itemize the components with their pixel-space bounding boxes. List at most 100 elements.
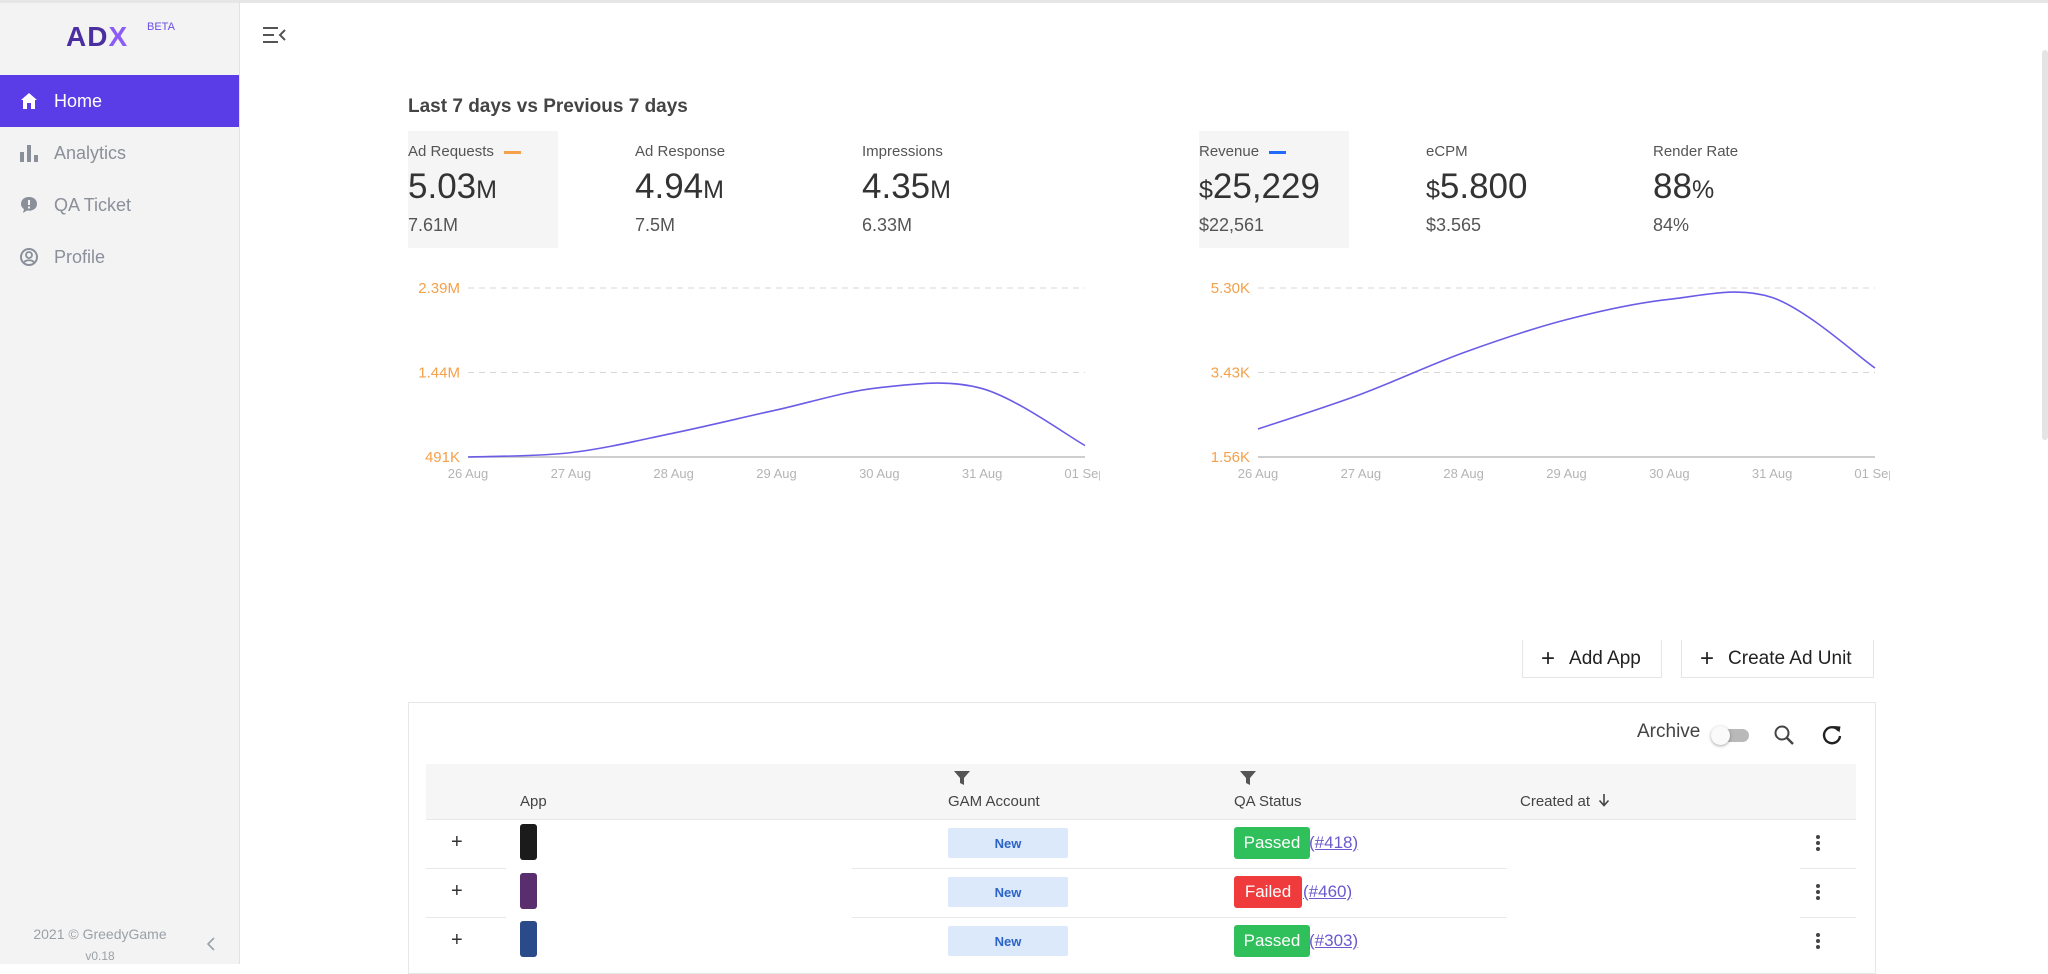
row-divider xyxy=(852,868,1507,869)
metric-value: 4.35M xyxy=(862,167,951,206)
metric-previous: 84% xyxy=(1653,215,1690,235)
chevron-left-icon[interactable] xyxy=(203,936,219,952)
metric-label: Revenue xyxy=(1199,143,1287,160)
row-divider xyxy=(1800,868,1856,869)
column-qa-status[interactable]: QA Status xyxy=(1234,793,1302,810)
copyright-text: 2021 © GreedyGame xyxy=(33,926,167,942)
more-options-icon[interactable] xyxy=(1812,882,1824,902)
metric-render-rate[interactable]: Render Rate 88% 84% xyxy=(1653,131,1803,248)
home-icon xyxy=(18,90,40,112)
sidebar-footer: 2021 © GreedyGame v0.18 xyxy=(0,923,200,967)
qa-status-badge: Passed xyxy=(1234,827,1310,859)
app-icon xyxy=(520,873,537,909)
y-tick-label: 2.39M xyxy=(418,280,460,297)
row-divider xyxy=(426,917,506,918)
x-tick-label: 28 Aug xyxy=(653,466,694,481)
metric-value: 4.94M xyxy=(635,167,724,206)
x-tick-label: 01 Sep xyxy=(1854,466,1890,481)
archive-label: Archive xyxy=(1637,721,1701,742)
filter-icon[interactable] xyxy=(1239,770,1257,786)
qa-status-badge: Failed xyxy=(1234,876,1302,908)
metric-ad-requests[interactable]: Ad Requests 5.03M 7.61M xyxy=(408,131,558,248)
y-tick-label: 491K xyxy=(425,449,460,466)
metric-value: 5.03M xyxy=(408,167,497,206)
sidebar-item-label: Home xyxy=(54,90,103,111)
sidebar-item-label: Profile xyxy=(54,246,106,267)
row-divider xyxy=(426,868,506,869)
metric-revenue[interactable]: Revenue $25,229 $22,561 xyxy=(1199,131,1349,248)
metric-value: $5.800 xyxy=(1426,167,1528,206)
table-header xyxy=(426,764,1856,819)
column-gam-account[interactable]: GAM Account xyxy=(948,793,1040,810)
metric-value: $25,229 xyxy=(1199,167,1320,206)
metric-previous: $22,561 xyxy=(1199,215,1265,235)
x-tick-label: 29 Aug xyxy=(1546,466,1587,481)
sidebar: ADX BETA Home Analytics QA Ticket Profil… xyxy=(0,3,240,964)
refresh-icon[interactable] xyxy=(1820,723,1844,747)
sidebar-item-label: QA Ticket xyxy=(54,194,132,215)
x-tick-label: 27 Aug xyxy=(1341,466,1382,481)
qa-ticket-link[interactable]: (#460) xyxy=(1303,882,1353,901)
x-tick-label: 31 Aug xyxy=(1752,466,1793,481)
y-tick-label: 1.44M xyxy=(418,365,460,382)
create-ad-unit-label: Create Ad Unit xyxy=(1728,647,1852,669)
legend-swatch xyxy=(1269,150,1287,154)
metric-previous: 7.5M xyxy=(635,215,676,235)
logo: ADX xyxy=(66,21,129,52)
x-tick-label: 27 Aug xyxy=(551,466,592,481)
bar-chart-icon xyxy=(18,142,40,164)
expand-row-button[interactable]: + xyxy=(451,831,463,853)
plus-icon: + xyxy=(1541,644,1556,672)
plus-icon: + xyxy=(1700,644,1715,672)
apps-table-card xyxy=(408,702,1876,974)
gam-account-badge: New xyxy=(948,828,1068,858)
create-ad-unit-button[interactable]: + Create Ad Unit xyxy=(1681,640,1874,678)
top-border xyxy=(0,0,2048,3)
alert-bubble-icon xyxy=(18,194,40,216)
metric-label: eCPM xyxy=(1426,143,1468,160)
page-scrollbar[interactable] xyxy=(2042,50,2048,440)
menu-collapse-icon[interactable] xyxy=(262,24,286,46)
metric-previous: 7.61M xyxy=(408,215,459,235)
ad-requests-chart: 491K 1.44M 2.39M 26 Aug 27 Aug 28 Aug 29 Aug 30… xyxy=(418,280,1100,481)
x-tick-label: 28 Aug xyxy=(1443,466,1484,481)
comparison-title: Last 7 days vs Previous 7 days xyxy=(408,96,688,117)
x-tick-label: 30 Aug xyxy=(1649,466,1690,481)
sidebar-item-qa-ticket[interactable]: QA Ticket xyxy=(0,179,239,231)
x-tick-label: 29 Aug xyxy=(756,466,797,481)
more-options-icon[interactable] xyxy=(1812,931,1824,951)
metric-impressions[interactable]: Impressions 4.35M 6.33M xyxy=(862,131,1012,248)
revenue-chart: 1.56K 3.43K 5.30K 26 Aug 27 Aug 28 Aug 29 Aug 3… xyxy=(1211,280,1890,481)
add-app-label: Add App xyxy=(1569,647,1641,669)
toggle-knob xyxy=(1711,726,1730,745)
column-app: App xyxy=(520,793,547,810)
column-created-at[interactable]: Created at xyxy=(1520,793,1610,811)
sidebar-item-home[interactable]: Home xyxy=(0,75,239,127)
metric-ad-response[interactable]: Ad Response 4.94M 7.5M xyxy=(635,131,785,248)
legend-swatch xyxy=(503,150,521,154)
archive-toggle[interactable] xyxy=(1711,726,1751,745)
more-options-icon[interactable] xyxy=(1812,833,1824,853)
sidebar-item-profile[interactable]: Profile xyxy=(0,231,239,283)
metric-value: 88% xyxy=(1653,167,1715,206)
qa-ticket-link[interactable]: (#418) xyxy=(1309,833,1359,852)
filter-icon[interactable] xyxy=(953,770,971,786)
metric-previous: $3.565 xyxy=(1426,215,1482,235)
expand-row-button[interactable]: + xyxy=(451,929,463,951)
row-divider xyxy=(852,917,1507,918)
gam-account-badge: New xyxy=(948,926,1068,956)
metric-ecpm[interactable]: eCPM $5.800 $3.565 xyxy=(1426,131,1576,248)
search-icon[interactable] xyxy=(1772,723,1796,747)
x-tick-label: 26 Aug xyxy=(1238,466,1279,481)
row-divider xyxy=(426,819,1856,820)
app-icon xyxy=(520,824,537,860)
sidebar-item-analytics[interactable]: Analytics xyxy=(0,127,239,179)
y-tick-label: 1.56K xyxy=(1211,449,1250,466)
add-app-button[interactable]: + Add App xyxy=(1522,640,1662,678)
arrow-down-icon xyxy=(1598,793,1610,811)
expand-row-button[interactable]: + xyxy=(451,880,463,902)
qa-ticket-link[interactable]: (#303) xyxy=(1309,931,1359,950)
user-circle-icon xyxy=(18,246,40,268)
x-tick-label: 01 Sep xyxy=(1064,466,1100,481)
row-divider xyxy=(1800,917,1856,918)
